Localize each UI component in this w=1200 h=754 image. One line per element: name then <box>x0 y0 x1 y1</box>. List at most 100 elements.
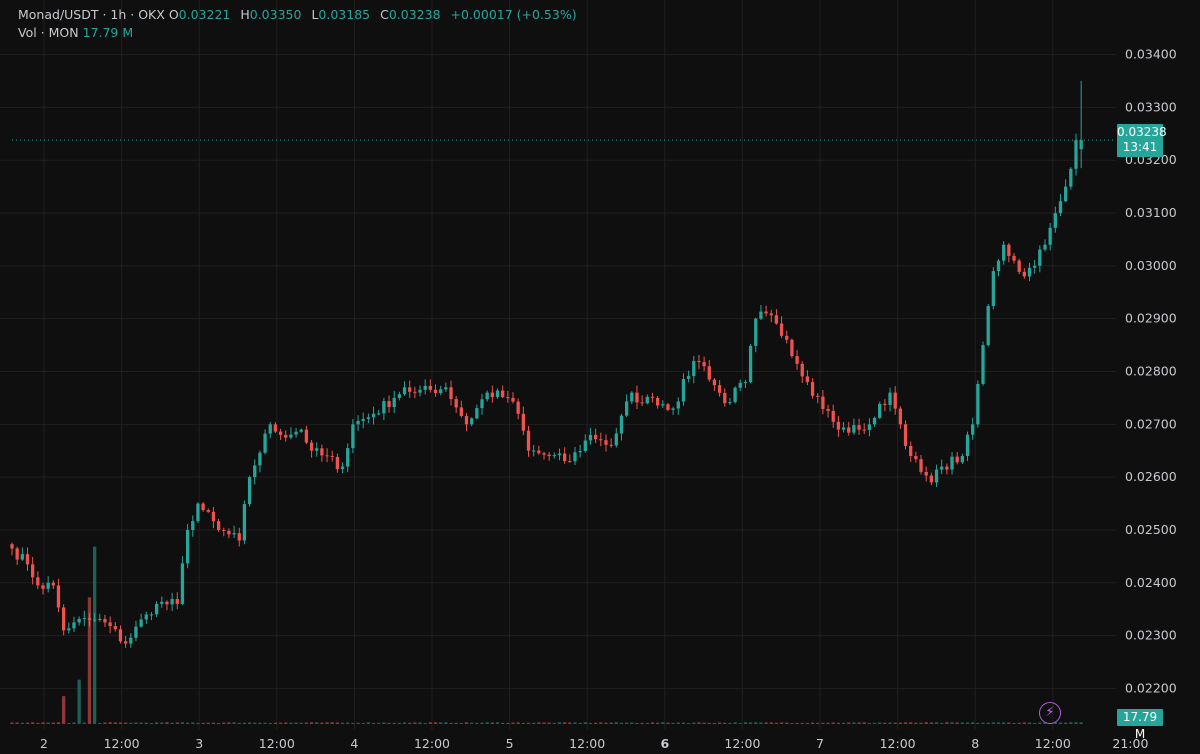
volume-bar <box>516 722 520 724</box>
price-tick-label: 0.03100 <box>1125 205 1177 220</box>
candle-body <box>82 618 86 620</box>
candle-body <box>852 425 856 433</box>
time-tick-label: 7 <box>816 736 824 751</box>
candle-body <box>976 383 980 425</box>
volume-bar <box>180 722 185 724</box>
candle-body <box>351 424 355 449</box>
candle-body <box>490 392 494 398</box>
volume-bar <box>707 722 711 724</box>
candle-body <box>723 392 727 404</box>
volume-bar <box>893 722 897 724</box>
candle-body <box>160 601 164 604</box>
time-tick-label: 4 <box>350 736 358 751</box>
volume-bar <box>423 722 427 724</box>
candle-body <box>955 456 959 463</box>
volume-bar <box>903 722 908 724</box>
volume-bar <box>764 722 768 724</box>
volume-bar <box>645 722 649 724</box>
candle-body <box>36 577 40 586</box>
volume-bar <box>201 722 205 724</box>
candle-body <box>878 403 882 418</box>
volume-label[interactable]: Vol · MON <box>18 25 79 40</box>
volume-bar <box>563 722 567 724</box>
volume-bar <box>36 722 40 724</box>
candle-body <box>640 402 644 404</box>
volume-bar <box>867 722 872 724</box>
volume-bar <box>552 722 556 724</box>
volume-bar <box>583 722 587 724</box>
volume-bar <box>495 722 500 724</box>
price-tick-label: 0.02600 <box>1125 469 1177 484</box>
symbol-title[interactable]: Monad/USDT · 1h · OKX <box>18 7 165 22</box>
candle-body <box>692 360 696 377</box>
volume-bar <box>697 722 701 724</box>
candle-body <box>898 408 903 425</box>
volume-bar <box>940 722 944 724</box>
candle-body <box>340 466 345 470</box>
volume-bar <box>526 722 531 724</box>
volume-bar <box>449 722 453 724</box>
volume-bar <box>821 722 825 724</box>
candle-body <box>371 413 376 418</box>
volume-bar <box>521 722 525 724</box>
candle-body <box>123 641 128 644</box>
volume-bar <box>671 722 675 724</box>
volume-bar <box>134 722 138 724</box>
candle-body <box>454 399 458 408</box>
candle-body <box>516 401 520 414</box>
candle-body <box>805 376 810 383</box>
low-label: L <box>311 7 319 22</box>
volume-bar <box>222 722 226 724</box>
candle-body <box>232 533 236 535</box>
candle-body <box>356 420 360 425</box>
last-price-value: 0.03238 <box>1117 125 1167 139</box>
volume-bar <box>1017 722 1021 724</box>
high-label: H <box>240 7 250 22</box>
volume-bar <box>144 722 148 724</box>
volume-bar <box>284 722 288 724</box>
volume-bar <box>475 722 479 724</box>
volume-bar <box>41 722 45 724</box>
time-tick-label: 12:00 <box>880 736 916 751</box>
volume-bar <box>356 722 360 724</box>
volume-bar <box>72 722 76 724</box>
candle-body <box>857 425 861 430</box>
time-tick-label: 8 <box>971 736 979 751</box>
close-value: 0.03238 <box>388 7 441 22</box>
volume-bar <box>929 722 934 724</box>
time-tick-label: 12:00 <box>1035 736 1071 751</box>
chart-grid <box>0 0 1116 730</box>
candle-body <box>733 387 737 403</box>
last-volume-tag: 17.79 M <box>1117 709 1163 741</box>
candle-body <box>206 510 210 512</box>
volume-bar <box>62 696 66 724</box>
volume-bar <box>139 722 143 724</box>
candle-body <box>149 614 154 616</box>
candle-body <box>15 548 19 560</box>
ohlc-legend: Monad/USDT · 1h · OKX O0.03221 H0.03350 … <box>18 7 583 22</box>
candle-body <box>1022 271 1026 277</box>
candle-body <box>707 366 711 380</box>
candle-body <box>41 585 45 589</box>
lightning-icon[interactable]: ⚡︎ <box>1039 702 1061 724</box>
volume-bar <box>56 722 61 724</box>
candle-body <box>1027 267 1032 277</box>
volume-bar <box>1022 722 1026 724</box>
time-tick-label: 12:00 <box>569 736 605 751</box>
volume-bar <box>960 722 965 724</box>
volume-bar <box>650 722 655 724</box>
volume-bar <box>335 722 340 724</box>
candle-body <box>475 408 479 419</box>
price-tick-label: 0.03400 <box>1125 47 1177 62</box>
volume-bar <box>640 722 644 724</box>
time-tick-label: 12:00 <box>104 736 140 751</box>
candle-body <box>470 418 474 425</box>
candle-body <box>196 503 200 522</box>
volume-bar <box>723 722 727 724</box>
volume-bar <box>160 722 164 724</box>
volume-bar <box>692 722 696 724</box>
volume-bar <box>418 722 422 724</box>
candle-body <box>676 401 680 409</box>
candle-body <box>118 629 123 642</box>
